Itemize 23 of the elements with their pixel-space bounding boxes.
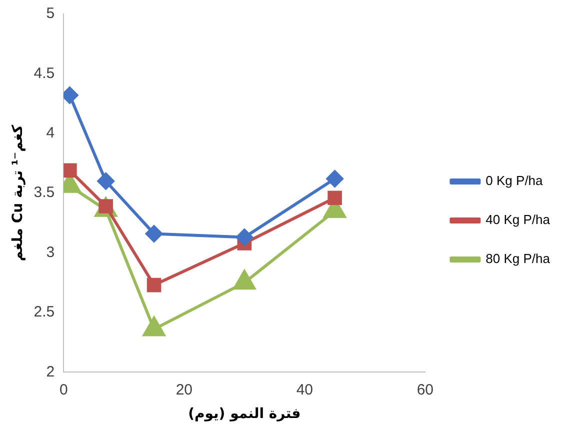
x-tick-label: 20 [176, 381, 193, 398]
legend-label: 0 Kg P/ha [486, 173, 544, 188]
x-tick-label: 40 [296, 381, 314, 398]
point [146, 225, 163, 242]
x-tick-label: 60 [416, 381, 434, 398]
y-tick-label: 4.5 [34, 64, 55, 82]
point [326, 170, 344, 188]
point [146, 278, 162, 292]
legend-label: 80 Kg P/ha [486, 251, 551, 266]
y-tick-label: 4 [46, 124, 55, 142]
x-axis-title: فترة النمو (يوم) [188, 406, 301, 422]
y-tick-label: 3 [46, 244, 55, 261]
x-tick-label: 0 [59, 381, 68, 398]
y-tick-label: 3.5 [34, 184, 55, 202]
y-tick-label: 5 [46, 5, 55, 22]
y-axis-title: ملغم Cu كغم⁻¹ تربة [10, 124, 26, 262]
point [97, 172, 114, 190]
point [236, 228, 253, 246]
y-tick-label: 2.5 [34, 304, 55, 321]
point [64, 163, 77, 178]
point [328, 190, 342, 206]
y-tick-label: 2 [46, 363, 55, 380]
legend-label: 40 Kg P/ha [486, 212, 551, 228]
